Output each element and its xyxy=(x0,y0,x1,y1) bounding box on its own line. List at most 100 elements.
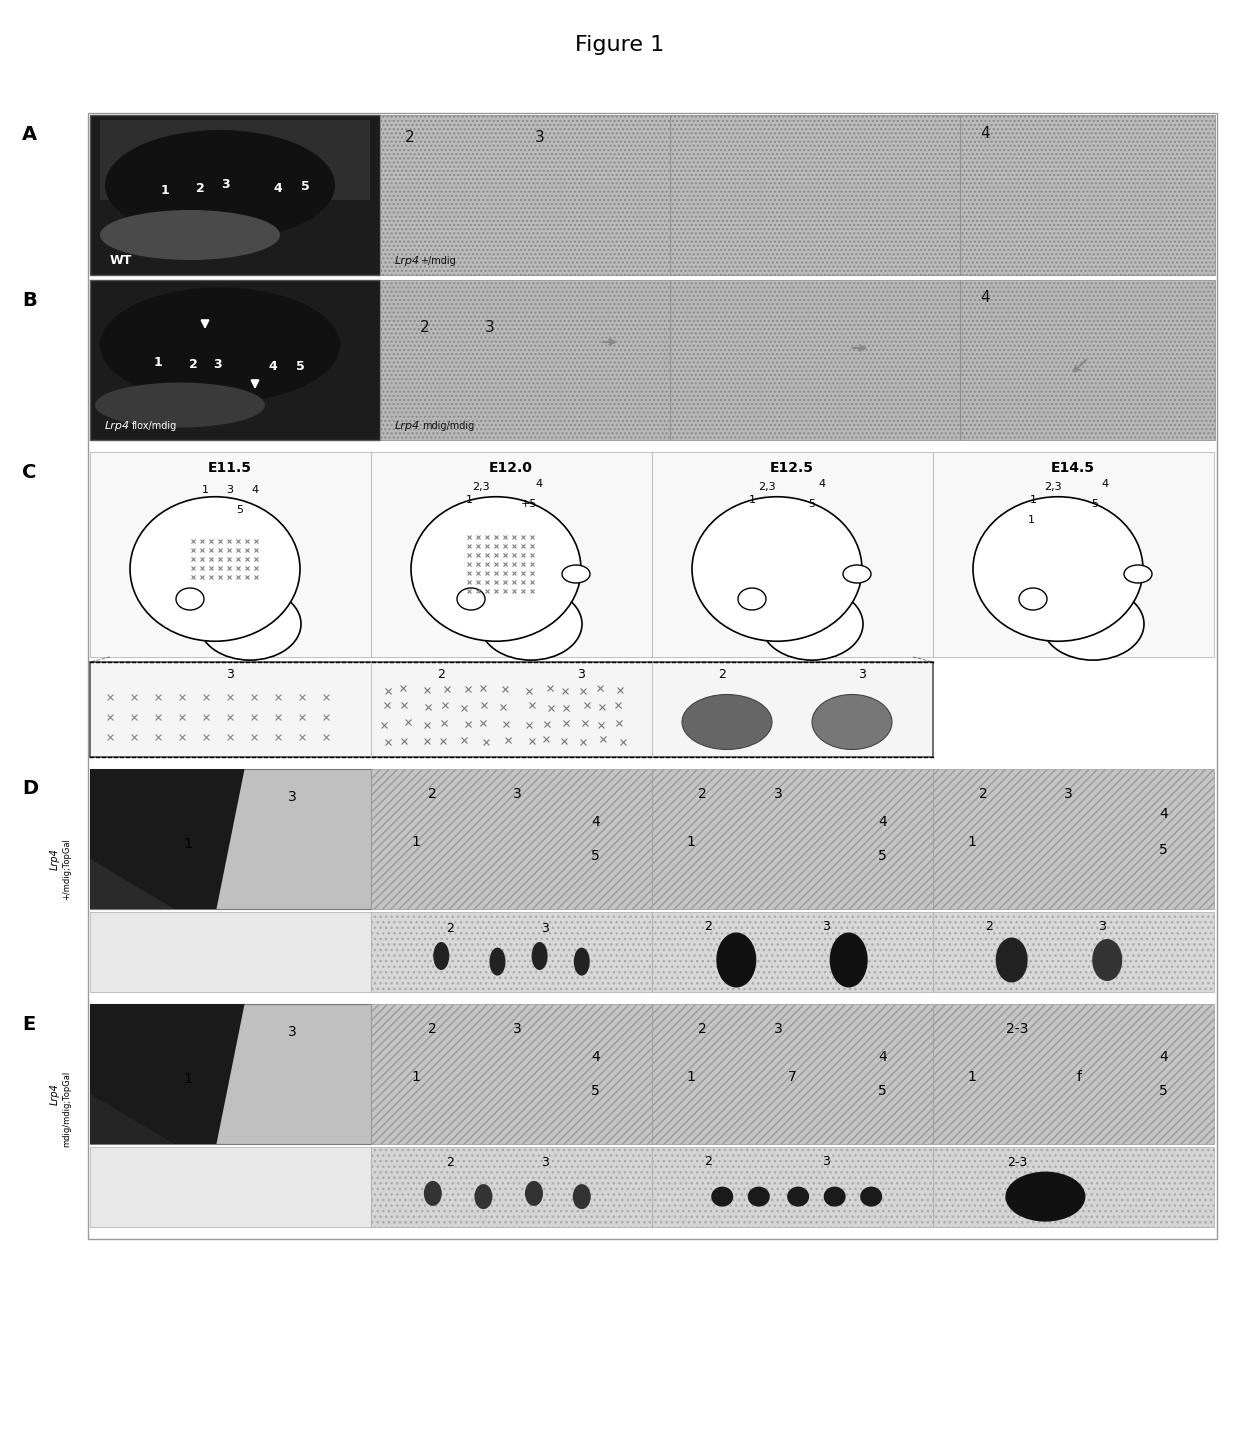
Text: 3: 3 xyxy=(822,1154,830,1168)
Ellipse shape xyxy=(973,497,1143,641)
Bar xyxy=(379,281,670,441)
Text: 4: 4 xyxy=(274,182,283,195)
Text: 5: 5 xyxy=(1159,843,1168,858)
Text: 2: 2 xyxy=(196,182,205,195)
Ellipse shape xyxy=(490,948,506,976)
Text: 4: 4 xyxy=(878,816,887,829)
Text: 3: 3 xyxy=(221,177,229,190)
Text: 3: 3 xyxy=(542,922,549,935)
Bar xyxy=(91,912,371,992)
Text: 4: 4 xyxy=(1101,478,1109,489)
Text: 1: 1 xyxy=(968,1070,977,1083)
Text: 2: 2 xyxy=(704,920,712,933)
Text: 4: 4 xyxy=(878,1050,887,1064)
Text: 4: 4 xyxy=(818,478,826,489)
Text: mdig/mdig: mdig/mdig xyxy=(422,422,474,430)
Text: 2: 2 xyxy=(420,320,430,336)
Text: 3: 3 xyxy=(774,1022,782,1037)
Text: 1: 1 xyxy=(465,494,472,505)
Text: 2: 2 xyxy=(429,1022,438,1037)
Bar xyxy=(670,281,960,441)
Text: 4: 4 xyxy=(252,486,259,494)
Ellipse shape xyxy=(761,587,863,660)
Ellipse shape xyxy=(1006,1172,1085,1221)
Text: 2: 2 xyxy=(986,920,993,933)
Text: A: A xyxy=(22,125,37,144)
Text: 3: 3 xyxy=(513,1022,522,1037)
Text: 2: 2 xyxy=(405,129,415,144)
Bar xyxy=(371,1147,652,1227)
Ellipse shape xyxy=(812,695,892,749)
Bar xyxy=(91,662,932,758)
Bar xyxy=(88,113,1216,1239)
Text: +/mdig;TopGal: +/mdig;TopGal xyxy=(62,838,72,900)
Text: C: C xyxy=(22,462,36,481)
Text: E12.0: E12.0 xyxy=(489,461,533,475)
Text: WT: WT xyxy=(110,254,133,268)
Ellipse shape xyxy=(712,1186,733,1207)
Text: 1: 1 xyxy=(687,835,696,849)
Ellipse shape xyxy=(682,695,773,749)
Text: E: E xyxy=(22,1015,35,1034)
Text: 2: 2 xyxy=(980,787,988,801)
Text: 1: 1 xyxy=(201,486,208,494)
Ellipse shape xyxy=(562,566,590,583)
Ellipse shape xyxy=(458,587,485,611)
Ellipse shape xyxy=(100,209,280,260)
Text: Lrp4: Lrp4 xyxy=(50,848,60,869)
Text: D: D xyxy=(22,779,38,798)
Bar xyxy=(652,912,932,992)
Ellipse shape xyxy=(574,948,590,976)
Text: f: f xyxy=(1076,1070,1081,1083)
Text: 2-3: 2-3 xyxy=(1007,1156,1028,1169)
Bar xyxy=(371,452,652,657)
Text: 1: 1 xyxy=(968,835,977,849)
Text: 5: 5 xyxy=(808,499,816,509)
Text: 5: 5 xyxy=(300,180,309,193)
Text: 5: 5 xyxy=(295,359,304,372)
Text: 4: 4 xyxy=(591,1050,600,1064)
Polygon shape xyxy=(91,859,175,909)
Text: E14.5: E14.5 xyxy=(1052,461,1095,475)
Ellipse shape xyxy=(433,942,449,970)
Text: 3: 3 xyxy=(536,129,544,144)
Text: 2: 2 xyxy=(436,667,445,680)
Text: 5: 5 xyxy=(1159,1083,1168,1098)
Bar xyxy=(670,115,960,275)
Ellipse shape xyxy=(105,129,335,240)
Text: 2,3: 2,3 xyxy=(1044,481,1061,491)
Text: 1: 1 xyxy=(412,835,420,849)
Bar xyxy=(100,121,370,201)
Text: 1: 1 xyxy=(184,1072,192,1086)
Text: 4: 4 xyxy=(1159,1050,1168,1064)
Ellipse shape xyxy=(176,587,205,611)
Text: 1: 1 xyxy=(1029,494,1037,505)
Text: 2: 2 xyxy=(445,922,454,935)
Text: 3: 3 xyxy=(1064,787,1073,801)
Ellipse shape xyxy=(1042,587,1145,660)
Bar xyxy=(652,452,932,657)
Text: 3: 3 xyxy=(577,667,585,680)
Ellipse shape xyxy=(830,932,868,987)
Text: 3: 3 xyxy=(513,787,522,801)
Text: 1: 1 xyxy=(749,494,755,505)
Bar xyxy=(91,769,371,909)
Text: Figure 1: Figure 1 xyxy=(575,35,665,55)
Text: 7: 7 xyxy=(789,1070,797,1083)
Bar xyxy=(379,115,670,275)
Ellipse shape xyxy=(1123,566,1152,583)
Text: 1: 1 xyxy=(184,838,192,851)
Text: 4: 4 xyxy=(1159,807,1168,822)
Bar xyxy=(932,1005,1214,1144)
Ellipse shape xyxy=(823,1186,846,1207)
Text: 3: 3 xyxy=(858,667,866,680)
Polygon shape xyxy=(91,769,244,909)
Text: 1: 1 xyxy=(161,183,170,196)
Ellipse shape xyxy=(738,587,766,611)
Text: 3: 3 xyxy=(227,486,233,494)
Ellipse shape xyxy=(1092,939,1122,981)
Text: 5: 5 xyxy=(237,505,243,515)
Text: 4: 4 xyxy=(536,478,543,489)
Bar xyxy=(932,1147,1214,1227)
Bar xyxy=(932,912,1214,992)
